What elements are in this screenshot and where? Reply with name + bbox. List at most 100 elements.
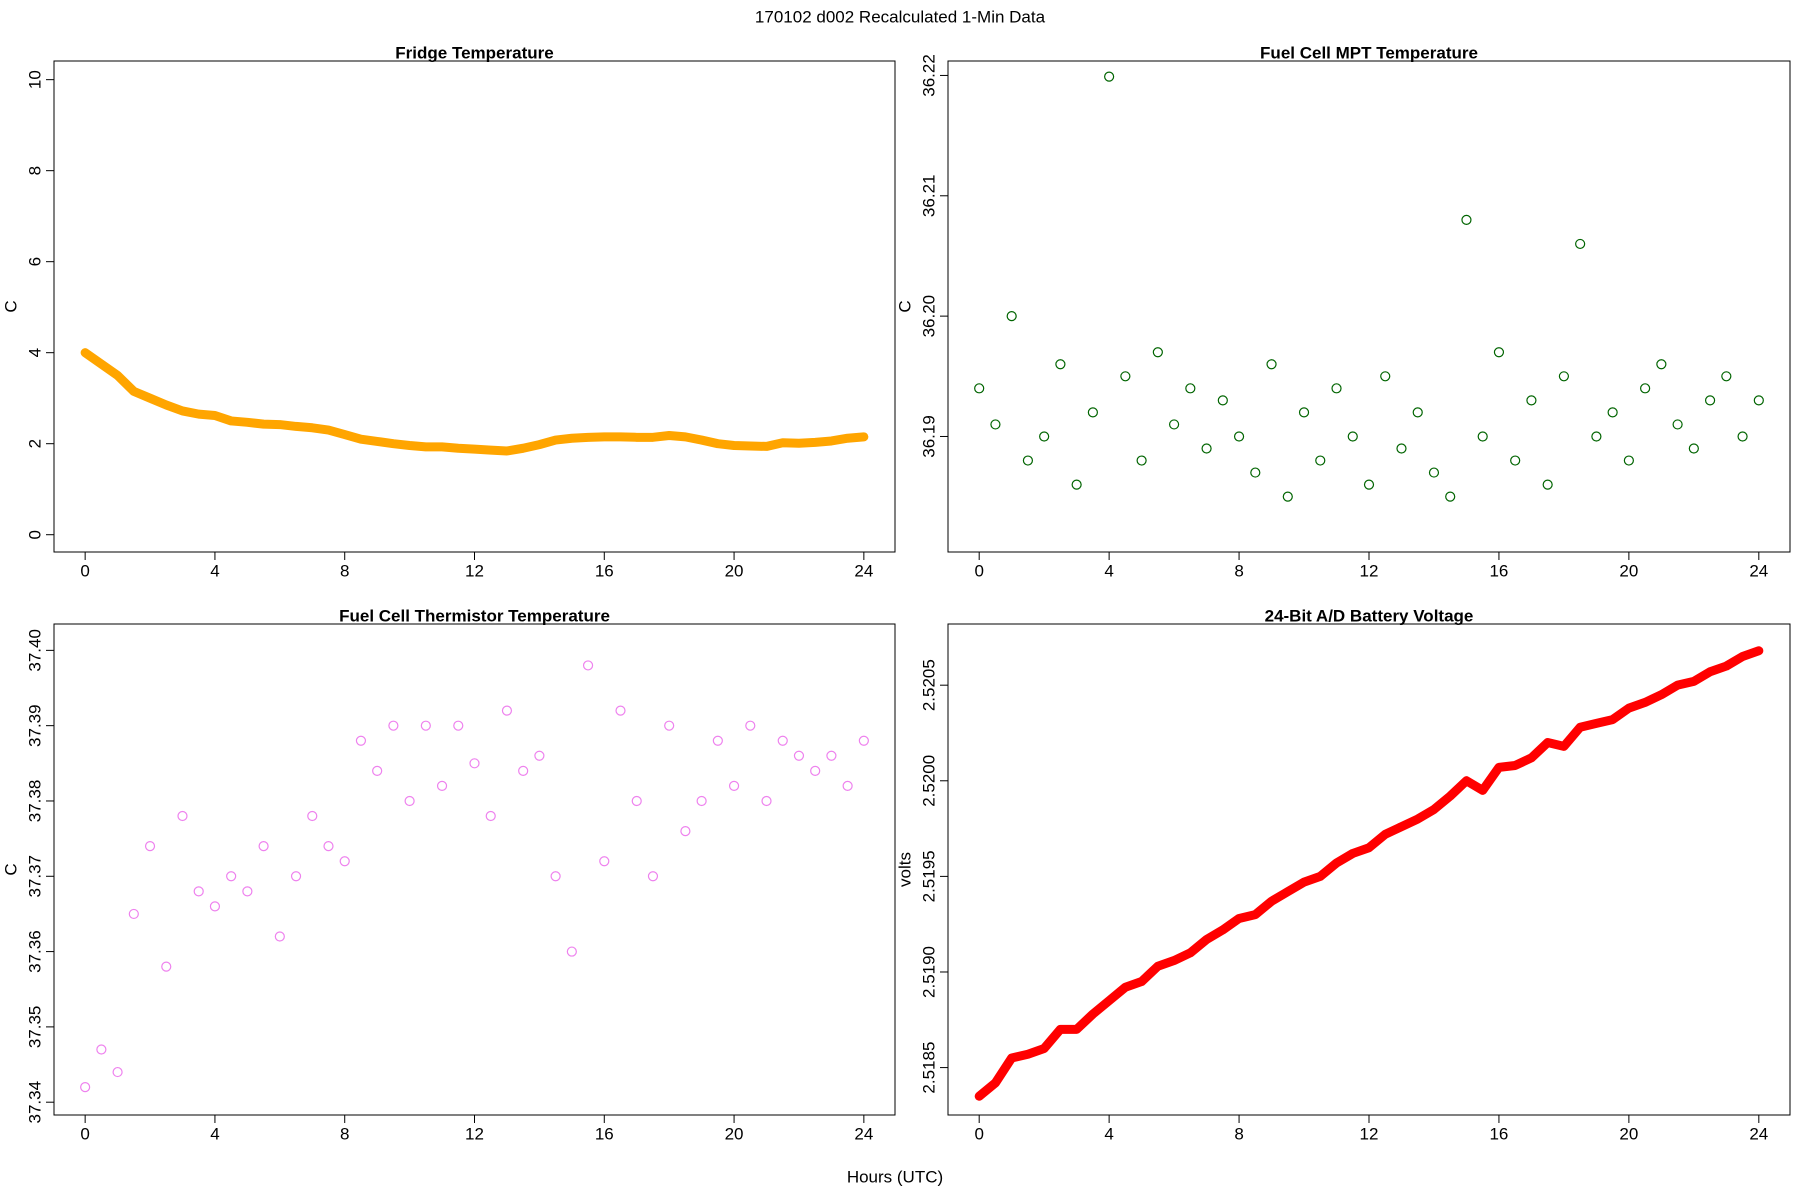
point — [469, 758, 480, 769]
y-axis-label: C — [895, 300, 914, 312]
x-tick-label: 20 — [1619, 1124, 1638, 1143]
point — [1039, 431, 1050, 442]
y-tick-label: 6 — [25, 257, 44, 266]
point — [177, 810, 188, 822]
panel: Fuel Cell MPT Temperature C 0 4 8 12 16 20 24 36.… — [895, 43, 1791, 580]
data-layer — [80, 660, 869, 1093]
x-tick-label: 24 — [1749, 1124, 1768, 1143]
x-tick-label: 20 — [1619, 561, 1638, 580]
x-tick-label: 0 — [80, 561, 89, 580]
y-tick-label: 8 — [25, 166, 44, 175]
point — [161, 961, 172, 972]
point — [1380, 371, 1391, 382]
point — [793, 750, 805, 761]
y-tick-label: 0 — [25, 530, 44, 539]
x-tick-label: 20 — [725, 1124, 744, 1143]
point — [1185, 383, 1196, 394]
y-tick-label: 37.35 — [25, 1006, 44, 1049]
point — [550, 871, 561, 882]
plot-frame — [53, 623, 896, 1116]
y-tick-label: 36.20 — [919, 295, 938, 338]
point — [1120, 371, 1131, 382]
y-tick-label: 37.37 — [25, 855, 44, 898]
x-tick-label: 4 — [210, 561, 219, 580]
x-tick-label: 8 — [1234, 1124, 1243, 1143]
point — [1022, 455, 1034, 466]
point — [599, 856, 610, 867]
point — [1640, 383, 1651, 394]
data-layer — [974, 71, 1764, 502]
y-tick-label: 2.5195 — [919, 850, 938, 902]
point — [209, 901, 221, 912]
point — [1656, 359, 1667, 370]
point — [242, 886, 253, 897]
y-tick-label: 37.38 — [25, 780, 44, 823]
panel-title: 24-Bit A/D Battery Voltage — [1265, 606, 1474, 625]
point — [745, 720, 756, 731]
data-layer — [80, 348, 869, 456]
point — [339, 856, 350, 867]
point — [1347, 431, 1358, 442]
point — [664, 720, 675, 731]
x-tick-label: 12 — [1360, 561, 1379, 580]
point — [1623, 455, 1634, 466]
x-tick-label: 24 — [854, 1124, 873, 1143]
x-tick-label: 4 — [1104, 1124, 1113, 1143]
point — [1266, 359, 1277, 370]
x-tick-label: 12 — [465, 561, 484, 580]
point — [1233, 431, 1245, 442]
x-tick-label: 8 — [1234, 561, 1243, 580]
x-tick-label: 16 — [1489, 1124, 1508, 1143]
point — [1250, 467, 1261, 478]
point — [485, 810, 496, 822]
y-tick-label: 2.5185 — [919, 1042, 938, 1094]
x-tick-label: 24 — [1749, 561, 1768, 580]
point — [1428, 467, 1440, 478]
point — [1591, 431, 1602, 442]
point — [518, 765, 529, 776]
point — [1704, 395, 1716, 406]
point — [1607, 407, 1618, 418]
y-tick-label: 2 — [25, 439, 44, 448]
point — [436, 780, 448, 792]
y-tick-label: 36.19 — [919, 415, 938, 458]
data-layer — [974, 646, 1764, 1101]
point — [1331, 383, 1342, 394]
panel-title: Fuel Cell MPT Temperature — [1260, 43, 1478, 62]
point — [1217, 395, 1228, 406]
point — [826, 750, 837, 761]
y-tick-label: 2.5205 — [919, 659, 938, 711]
point — [582, 660, 594, 671]
plot-frame — [947, 623, 1791, 1116]
y-tick-label: 2.5200 — [919, 755, 938, 807]
x-tick-label: 4 — [210, 1124, 219, 1143]
y-axis-label: volts — [895, 852, 914, 887]
point — [810, 765, 821, 776]
point — [1006, 311, 1017, 322]
panel: 24-Bit A/D Battery Voltage volts 0 4 8 12 16 20… — [895, 606, 1791, 1143]
x-axis-label: Hours (UTC) — [847, 1167, 943, 1186]
point — [1282, 491, 1293, 502]
x-tick-label: 0 — [80, 1124, 89, 1143]
point — [728, 780, 740, 792]
point — [1477, 431, 1488, 442]
point — [858, 735, 869, 746]
x-tick-label: 16 — [1489, 561, 1508, 580]
point — [1526, 395, 1537, 406]
point — [1558, 371, 1570, 382]
point — [712, 735, 723, 746]
plot-frame — [53, 60, 896, 553]
x-tick-label: 8 — [340, 1124, 349, 1143]
y-tick-label: 10 — [25, 70, 44, 89]
point — [372, 765, 383, 776]
point — [990, 419, 1001, 430]
x-tick-label: 0 — [974, 561, 983, 580]
point — [420, 720, 431, 731]
series-line — [974, 646, 1764, 1101]
point — [1168, 419, 1180, 430]
y-tick-label: 37.40 — [25, 629, 44, 672]
point — [323, 841, 334, 852]
point — [388, 720, 399, 731]
